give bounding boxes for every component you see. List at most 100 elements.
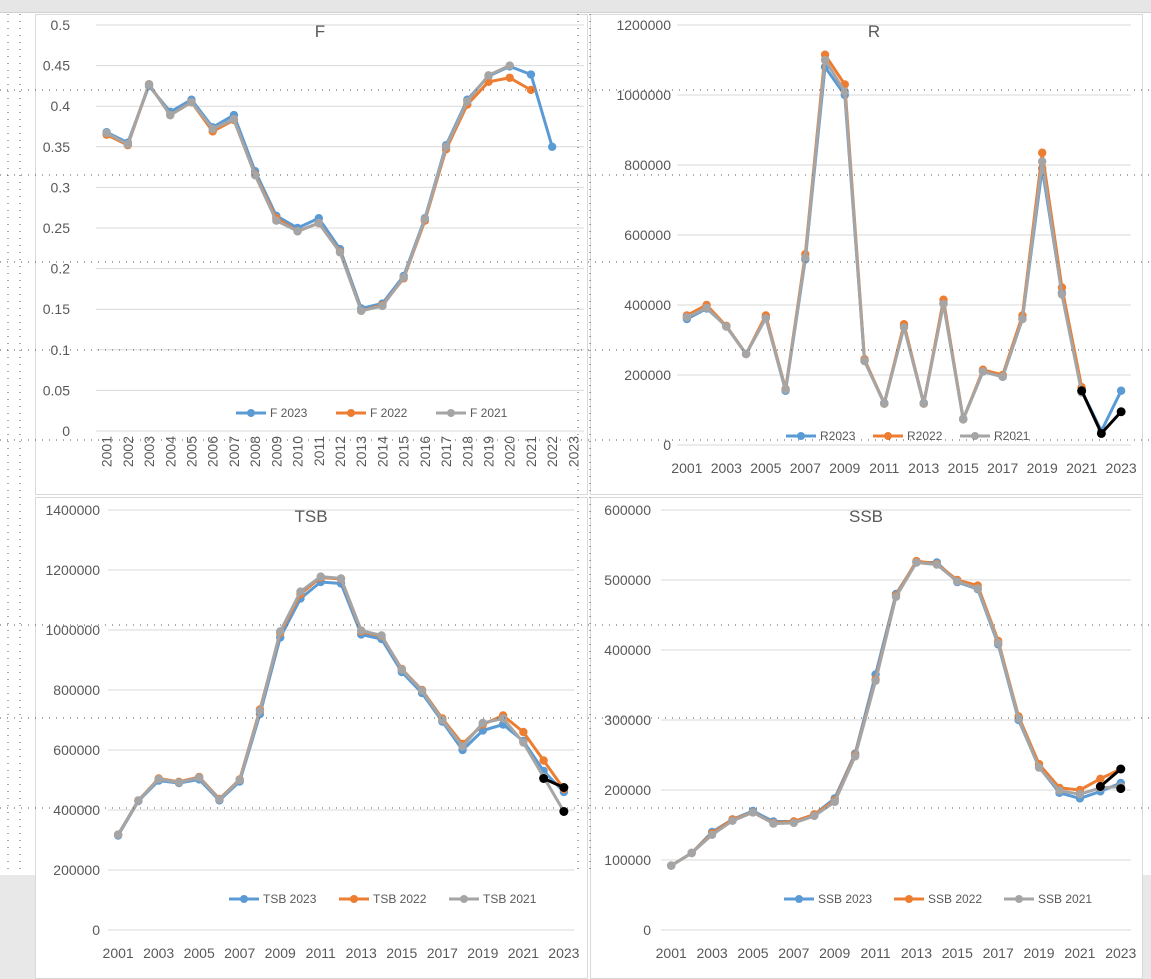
data-point xyxy=(314,218,323,228)
data-point xyxy=(441,142,451,151)
data-point xyxy=(707,830,717,839)
data-point xyxy=(973,584,982,593)
x-tick-label: 2013 xyxy=(901,945,932,961)
legend-marker xyxy=(247,409,255,417)
legend-label: SSB 2022 xyxy=(928,892,982,906)
data-point xyxy=(166,110,175,120)
data-point xyxy=(335,248,345,257)
x-tick-label: 2023 xyxy=(1106,460,1137,476)
legend-item: R2021 xyxy=(960,429,1030,443)
x-tick-label: 2007 xyxy=(790,460,821,476)
data-point xyxy=(953,577,962,586)
data-point xyxy=(526,85,536,95)
data-point xyxy=(748,808,758,817)
x-tick-label: 2021 xyxy=(508,945,539,961)
y-tick-label: 800000 xyxy=(624,157,671,173)
chart-f[interactable]: 0 0.05 0.1 0.15 0.2 0.25 0.3 0.35 0.4 0.45 0.5 2001… xyxy=(35,14,588,495)
x-tick-label: 2021 xyxy=(523,436,539,467)
y-tick-label: 1200000 xyxy=(45,562,100,578)
data-point xyxy=(539,756,548,765)
data-point xyxy=(1116,407,1126,417)
data-point xyxy=(1095,782,1105,791)
data-point xyxy=(296,587,305,596)
data-point xyxy=(215,795,224,804)
data-point xyxy=(463,97,472,106)
y-tick-label: 600000 xyxy=(53,742,100,758)
data-point xyxy=(316,572,325,581)
window-top-bar xyxy=(0,0,1151,13)
data-point xyxy=(959,415,968,424)
x-tick-label: 2016 xyxy=(417,436,433,467)
x-tick-label: 2006 xyxy=(205,436,221,467)
data-point xyxy=(377,631,386,640)
data-point xyxy=(1077,386,1087,396)
legend-marker xyxy=(1015,895,1023,903)
data-point xyxy=(978,367,988,376)
legend-item: SSB 2021 xyxy=(1004,892,1092,906)
legend-item: R2022 xyxy=(873,429,943,443)
x-tick-label: 2013 xyxy=(346,945,377,961)
x-tick-label: 2017 xyxy=(427,945,458,961)
data-point xyxy=(932,560,942,569)
data-point xyxy=(939,299,948,309)
legend-label: SSB 2023 xyxy=(818,892,872,906)
x-tick-label: 2013 xyxy=(353,436,369,467)
x-tick-label: 2005 xyxy=(183,436,199,467)
legend-item: F 2021 xyxy=(436,406,508,420)
y-tick-label: 400000 xyxy=(53,802,100,818)
x-tick-label: 2011 xyxy=(311,436,327,466)
y-tick-label: 500000 xyxy=(604,572,651,588)
x-tick-label: 2003 xyxy=(697,945,728,961)
data-point xyxy=(728,816,737,825)
legend-label: R2023 xyxy=(820,429,856,443)
chart-r[interactable]: 0 200000 400000 600000 800000 1000000 1200000 2… xyxy=(590,14,1143,495)
data-point xyxy=(1034,763,1044,772)
data-point xyxy=(891,592,901,601)
x-tick-label: 2021 xyxy=(1064,945,1095,961)
data-point xyxy=(208,124,217,134)
series-line xyxy=(686,53,1084,421)
legend-marker xyxy=(240,895,248,903)
x-tick-label: 2021 xyxy=(1066,460,1097,476)
data-point xyxy=(1116,784,1126,794)
data-point xyxy=(1096,428,1106,438)
x-tick-label: 2019 xyxy=(481,436,497,467)
data-point xyxy=(667,861,676,870)
data-point xyxy=(1014,714,1023,723)
x-tick-label: 2001 xyxy=(103,945,134,961)
data-point xyxy=(702,303,711,312)
data-point xyxy=(1057,290,1067,299)
chart-tsb[interactable]: 0 200000 400000 600000 800000 1000000 1200000 1… xyxy=(35,497,588,979)
x-tick-label: 2023 xyxy=(548,945,579,961)
data-point xyxy=(899,323,909,332)
data-point xyxy=(1116,386,1126,395)
legend-label: F 2021 xyxy=(470,406,508,420)
data-point xyxy=(272,216,281,225)
chart-ssb[interactable]: 0 100000 200000 300000 400000 500000 600000 200… xyxy=(590,497,1143,979)
data-point xyxy=(484,71,493,80)
y-tick-label: 0.15 xyxy=(43,301,70,317)
chart-title: R xyxy=(868,22,880,41)
x-tick-label: 2010 xyxy=(290,436,306,467)
x-tick-label: 2002 xyxy=(120,436,136,467)
data-point xyxy=(912,558,921,567)
chart-svg: 0 200000 400000 600000 800000 1000000 1200000 2… xyxy=(616,17,1137,476)
data-point xyxy=(336,574,346,583)
y-tick-label: 0.25 xyxy=(43,220,70,236)
x-tick-label: 2019 xyxy=(467,945,498,961)
data-point xyxy=(293,227,302,236)
x-tick-label: 2001 xyxy=(671,460,702,476)
data-point xyxy=(761,314,771,323)
x-tick-label: 2008 xyxy=(247,436,263,467)
y-tick-label: 0.5 xyxy=(51,17,71,33)
x-tick-label: 2018 xyxy=(459,436,475,467)
data-point xyxy=(113,830,123,839)
x-tick-label: 2015 xyxy=(396,436,412,467)
series-line xyxy=(116,575,566,836)
legend-label: F 2023 xyxy=(270,406,308,420)
x-tick-label: 2019 xyxy=(1023,945,1054,961)
y-tick-label: 1400000 xyxy=(45,502,100,518)
legend-item: F 2022 xyxy=(336,406,408,420)
y-tick-label: 0 xyxy=(643,922,651,938)
chart-title: TSB xyxy=(294,507,327,526)
